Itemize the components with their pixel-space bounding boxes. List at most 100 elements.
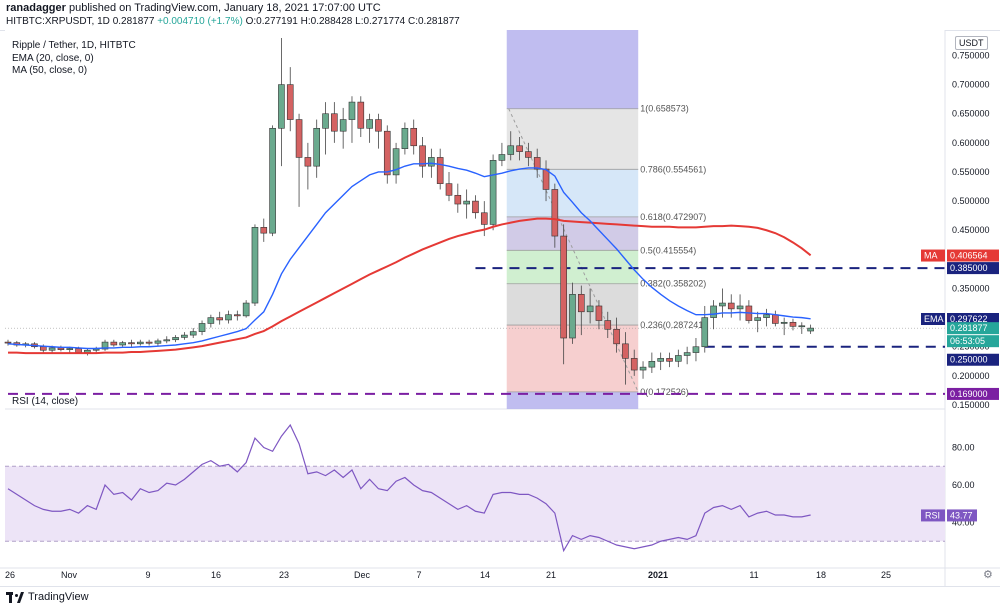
candle[interactable] bbox=[727, 302, 735, 310]
candle[interactable] bbox=[701, 317, 709, 348]
candle[interactable] bbox=[463, 200, 470, 205]
candle[interactable] bbox=[216, 317, 223, 321]
legend-ma[interactable]: MA (50, close, 0) bbox=[12, 65, 88, 76]
legend-ema[interactable]: EMA (20, close, 0) bbox=[12, 53, 94, 64]
rsi-line[interactable] bbox=[7, 423, 811, 553]
candle[interactable] bbox=[348, 101, 356, 120]
candle[interactable] bbox=[560, 235, 567, 339]
candle[interactable] bbox=[331, 113, 338, 132]
candle[interactable] bbox=[419, 145, 426, 167]
candle[interactable] bbox=[39, 346, 47, 351]
candle[interactable] bbox=[807, 327, 814, 332]
candle[interactable] bbox=[304, 157, 312, 167]
candle[interactable] bbox=[48, 347, 56, 351]
candle[interactable] bbox=[75, 348, 82, 353]
candle[interactable] bbox=[313, 127, 321, 167]
candle[interactable] bbox=[472, 200, 479, 214]
candle[interactable] bbox=[225, 314, 232, 321]
candle[interactable] bbox=[137, 341, 144, 345]
candle[interactable] bbox=[754, 317, 762, 321]
candle[interactable] bbox=[410, 127, 418, 147]
candle[interactable] bbox=[533, 157, 541, 170]
candle[interactable] bbox=[604, 320, 612, 330]
candle[interactable] bbox=[375, 119, 382, 132]
candle[interactable] bbox=[4, 341, 12, 344]
candle[interactable] bbox=[692, 346, 700, 353]
candle[interactable] bbox=[57, 347, 65, 350]
candle[interactable] bbox=[278, 84, 285, 129]
candle[interactable] bbox=[339, 119, 347, 132]
candle[interactable] bbox=[525, 151, 532, 158]
candle[interactable] bbox=[154, 340, 162, 344]
candle[interactable] bbox=[172, 337, 179, 341]
candle[interactable] bbox=[657, 358, 664, 362]
ma50-line[interactable] bbox=[8, 217, 812, 355]
candle[interactable] bbox=[648, 361, 656, 368]
candle[interactable] bbox=[586, 305, 594, 313]
candle[interactable] bbox=[666, 358, 673, 362]
legend-rsi[interactable]: RSI (14, close) bbox=[12, 396, 79, 407]
candle[interactable] bbox=[128, 342, 135, 345]
candle[interactable] bbox=[145, 341, 153, 344]
candle[interactable] bbox=[710, 305, 717, 318]
candle[interactable] bbox=[181, 334, 188, 338]
candle[interactable] bbox=[286, 84, 294, 120]
candle[interactable] bbox=[622, 343, 629, 359]
candle[interactable] bbox=[675, 355, 682, 362]
candle[interactable] bbox=[163, 339, 171, 342]
candle[interactable] bbox=[383, 130, 391, 176]
candle[interactable] bbox=[498, 154, 506, 161]
candle[interactable] bbox=[392, 148, 400, 176]
candle[interactable] bbox=[251, 227, 259, 304]
candle[interactable] bbox=[595, 305, 603, 321]
price-chart[interactable]: 1(0.658573) 0.786(0.554561) 0.618(0.472907… bbox=[0, 30, 1000, 586]
candle[interactable] bbox=[516, 145, 523, 152]
candle[interactable] bbox=[454, 194, 462, 205]
candle[interactable] bbox=[780, 321, 788, 324]
candle[interactable] bbox=[189, 331, 197, 336]
candle[interactable] bbox=[542, 168, 550, 190]
candle[interactable] bbox=[507, 145, 515, 155]
candle[interactable] bbox=[401, 127, 409, 149]
candle[interactable] bbox=[630, 358, 638, 371]
candle[interactable] bbox=[366, 119, 373, 129]
candle[interactable] bbox=[480, 212, 488, 225]
candle[interactable] bbox=[242, 302, 250, 317]
candle[interactable] bbox=[736, 305, 744, 310]
ema20-line[interactable] bbox=[7, 162, 811, 350]
tradingview-logo[interactable]: TradingView bbox=[6, 591, 89, 603]
candle[interactable] bbox=[322, 113, 329, 129]
fib-label-0: 0(0.172526) bbox=[640, 387, 689, 397]
candle[interactable] bbox=[260, 227, 268, 234]
candle[interactable] bbox=[101, 341, 109, 350]
candle[interactable] bbox=[269, 127, 276, 234]
candle[interactable] bbox=[357, 101, 365, 129]
candle[interactable] bbox=[789, 321, 797, 327]
publisher-name[interactable]: ranadagger bbox=[6, 2, 66, 14]
candle[interactable] bbox=[639, 366, 647, 371]
candle[interactable] bbox=[295, 119, 303, 158]
candle[interactable] bbox=[763, 314, 770, 318]
candle[interactable] bbox=[569, 294, 576, 339]
candle[interactable] bbox=[683, 352, 691, 356]
candle[interactable] bbox=[428, 157, 435, 167]
candle[interactable] bbox=[489, 160, 497, 225]
candle[interactable] bbox=[198, 323, 206, 332]
candle[interactable] bbox=[207, 317, 215, 324]
candle[interactable] bbox=[234, 314, 241, 317]
candle[interactable] bbox=[92, 348, 100, 351]
candle[interactable] bbox=[445, 183, 453, 196]
candle[interactable] bbox=[119, 342, 126, 346]
candle[interactable] bbox=[110, 341, 118, 346]
candle[interactable] bbox=[551, 189, 559, 237]
candle[interactable] bbox=[613, 328, 620, 345]
currency-button[interactable]: USDT bbox=[955, 36, 988, 50]
price-axis-label: 0.550000 bbox=[952, 167, 990, 177]
candle[interactable] bbox=[436, 157, 444, 184]
gear-icon[interactable]: ⚙ bbox=[983, 569, 993, 581]
candle[interactable] bbox=[798, 325, 806, 328]
candle[interactable] bbox=[772, 314, 779, 324]
candle[interactable] bbox=[66, 348, 74, 350]
candle[interactable] bbox=[719, 302, 726, 307]
candle[interactable] bbox=[577, 294, 585, 313]
